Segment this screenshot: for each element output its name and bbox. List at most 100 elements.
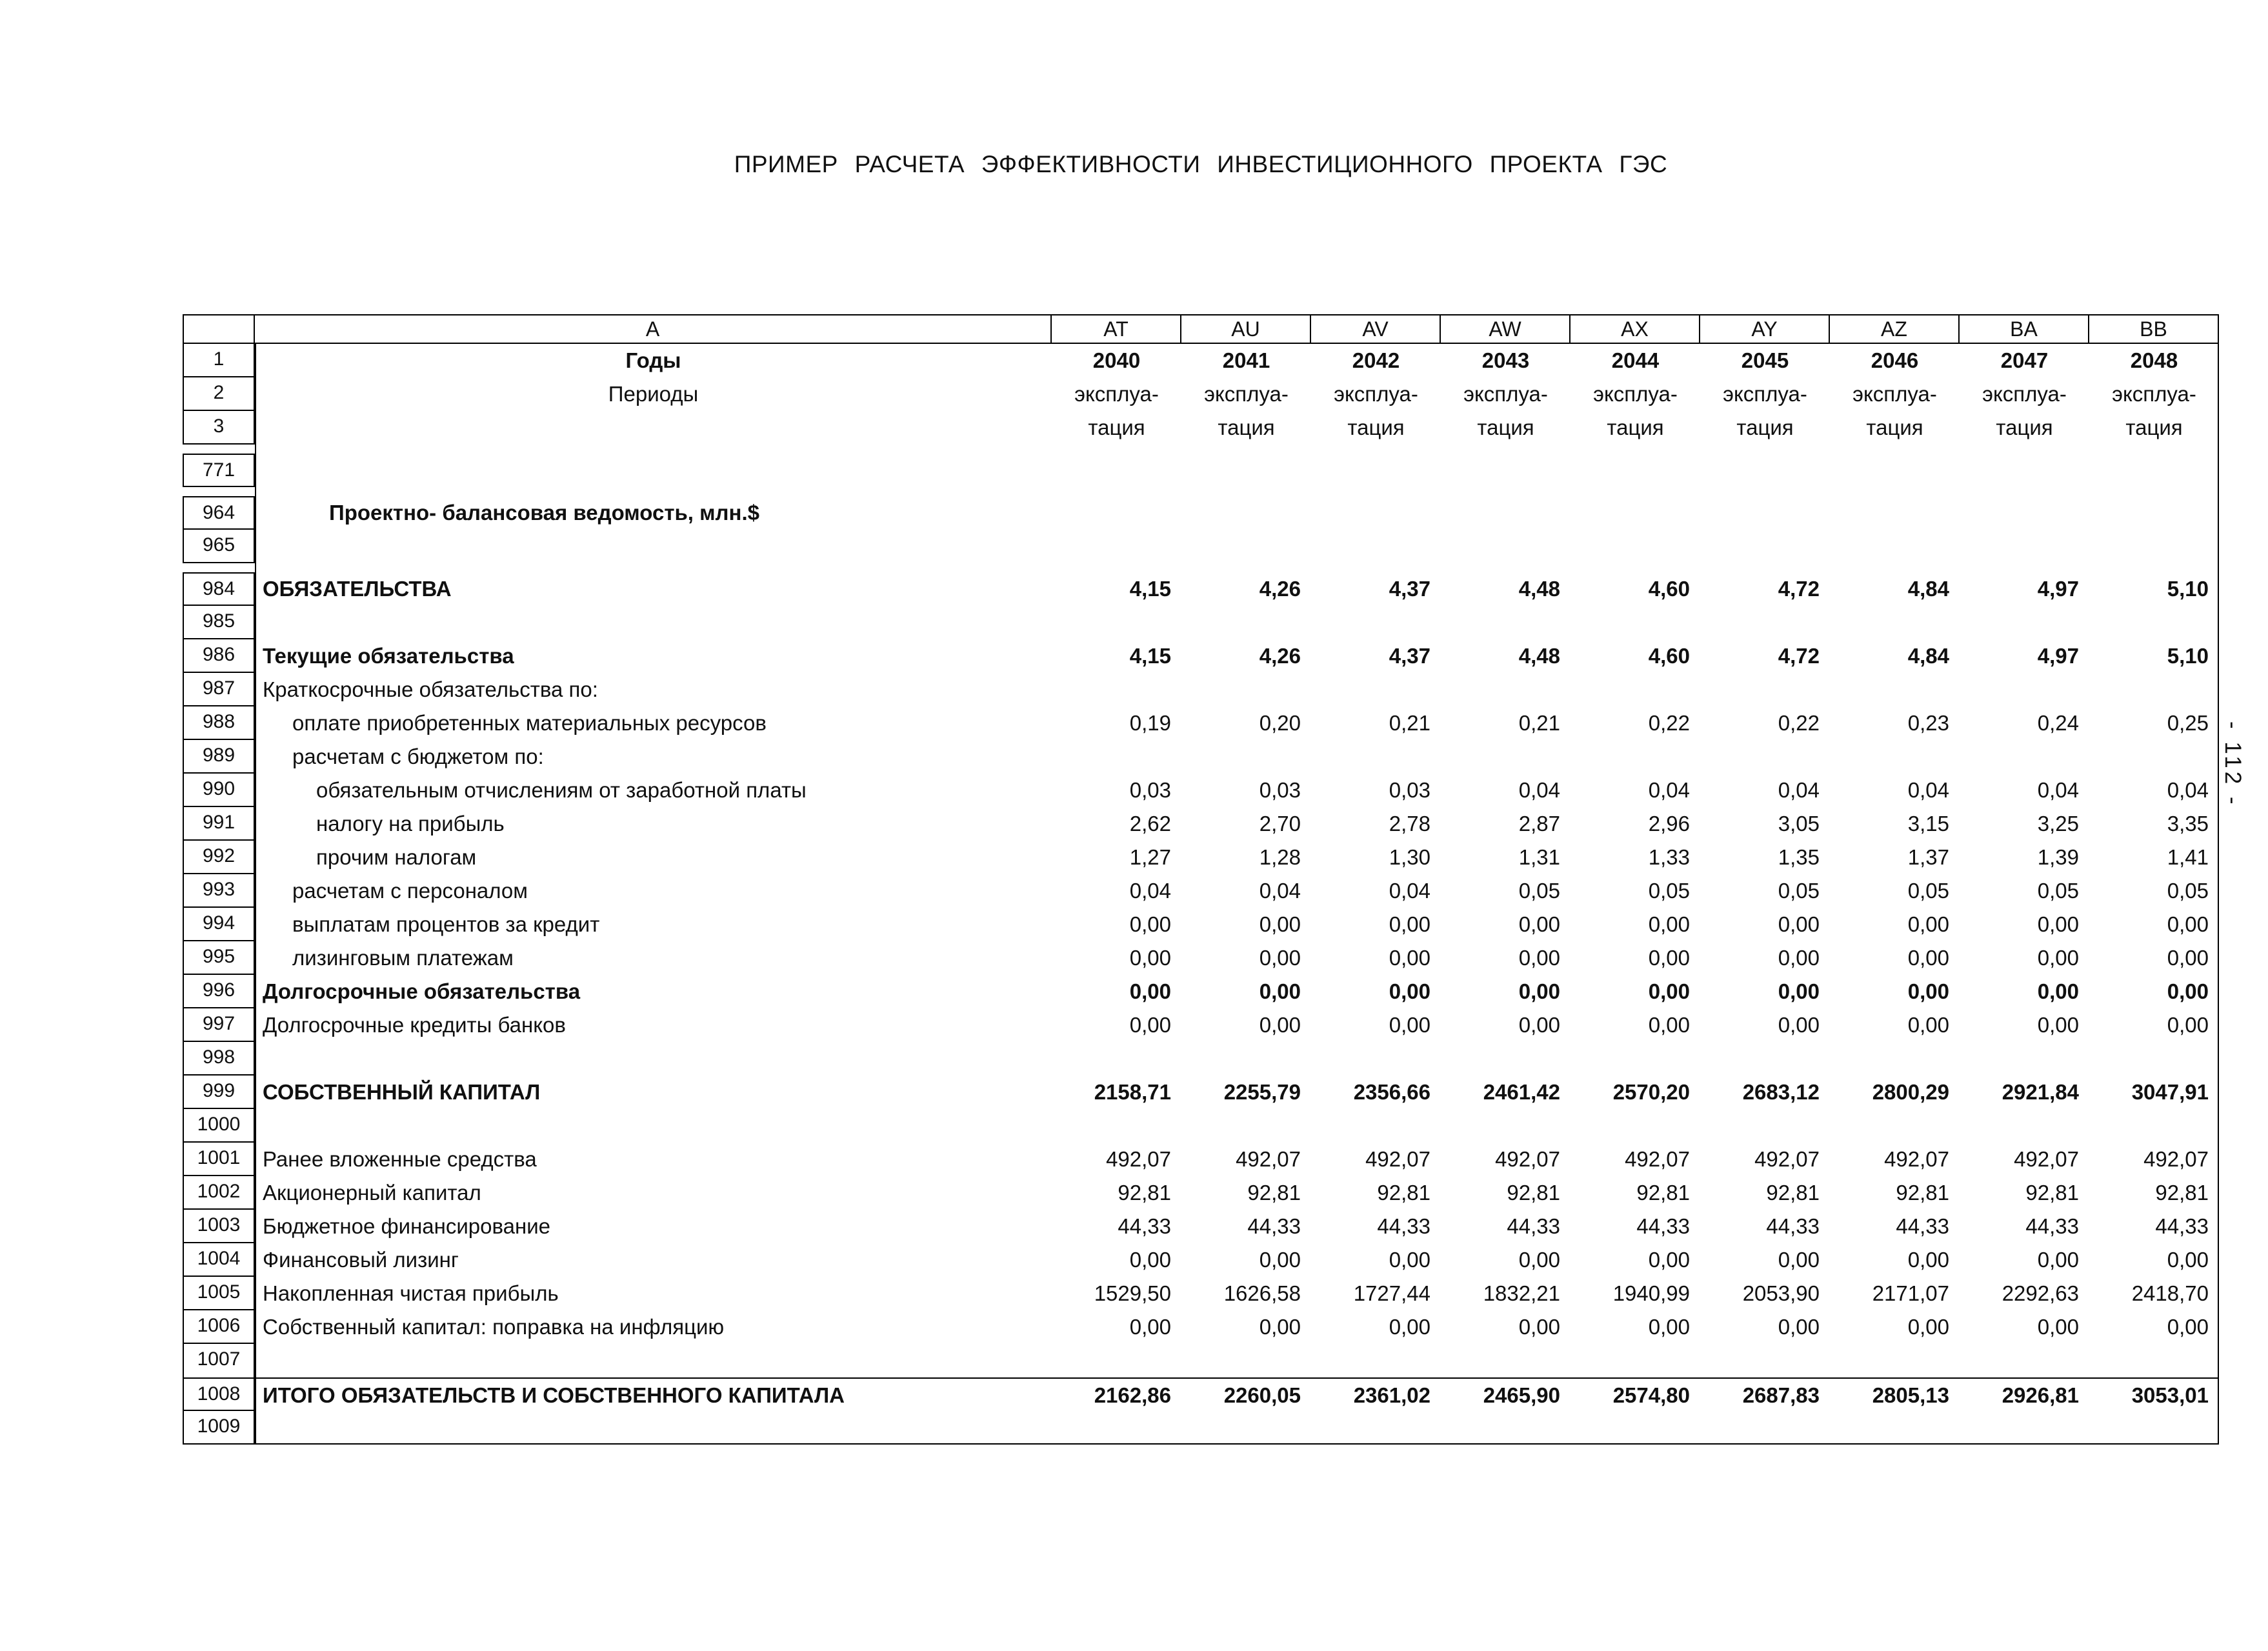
table-bottom-border-line [255,1443,2219,1445]
row-number-771: 771 [183,454,255,487]
cell-BA-994: 0,00 [2037,912,2079,936]
cell-BB-994: 0,00 [2167,912,2209,936]
cell-AZ-1005: 2171,07 [1872,1281,1949,1305]
cell-BA-965 [1960,530,2089,563]
cell-AT-2: эксплуа- [1074,382,1159,406]
cell-BB-1: 2048 [2130,348,2178,372]
cell-BB-1005: 2418,70 [2131,1281,2209,1305]
cell-BB-984: 5,10 [2167,577,2209,601]
cell-AT-771 [1052,454,1181,487]
cell-AX-997: 0,00 [1648,1013,1690,1037]
row-number-1003: 1003 [183,1210,255,1243]
cell-AX-965 [1571,530,1700,563]
column-header-AU: AU [1181,315,1311,343]
cell-AV-1008: 2361,02 [1353,1383,1430,1407]
cell-BA-1008: 2926,81 [2002,1383,2079,1407]
cell-BB-1004: 0,00 [2167,1248,2209,1272]
cell-AX-1004: 0,00 [1648,1248,1690,1272]
cell-AW-1004: 0,00 [1518,1248,1560,1272]
balance-sheet-table: A AT AU AV AW AX AY AZ BA BB 1 Годы 2040 2041 2042 20… [183,314,2219,1445]
table-row-1008: 1008 ИТОГО ОБЯЗАТЕЛЬСТВ И СОБСТВЕННОГО КА… [183,1377,2219,1411]
cell-AV-1006: 0,00 [1389,1315,1430,1339]
cell-AT-984: 4,15 [1129,577,1171,601]
cell-AT-1000 [1052,1109,1181,1143]
cell-BA-2: эксплуа- [1982,382,2067,406]
cell-BB-3: тация [2125,415,2183,439]
cell-BB-771 [2089,454,2219,487]
cell-BA-999: 2921,84 [2002,1080,2079,1104]
cell-AW-989 [1441,740,1571,774]
table-row-986: 986 Текущие обязательства 4,15 4,26 4,37 4,48… [183,639,2219,673]
cell-BB-989 [2089,740,2219,774]
cell-BA-1: 2047 [2000,348,2049,372]
cell-BB-986: 5,10 [2167,644,2209,668]
row-label-1007 [255,1344,1052,1377]
cell-AT-987 [1052,673,1181,706]
cell-BA-1005: 2292,63 [2002,1281,2079,1305]
cell-AX-1002: 92,81 [1636,1181,1690,1205]
cell-AZ-1004: 0,00 [1907,1248,1949,1272]
cell-AX-1003: 44,33 [1636,1214,1690,1238]
cell-AT-1007 [1052,1344,1181,1377]
row-number-1002: 1002 [183,1176,255,1210]
row-label-1004: Финансовый лизинг [263,1248,459,1272]
cell-AY-1003: 44,33 [1766,1214,1820,1238]
cell-BA-1001: 492,07 [2014,1147,2079,1171]
cell-BB-964 [2089,496,2219,530]
row-number-999: 999 [183,1076,255,1109]
cell-AY-985 [1700,606,1830,639]
table-row-1005: 1005 Накопленная чистая прибыль 1529,50 162… [183,1277,2219,1310]
cell-BB-1002: 92,81 [2155,1181,2209,1205]
cell-AZ-991: 3,15 [1907,812,1949,836]
cell-AV-771 [1311,454,1441,487]
cell-AT-994: 0,00 [1129,912,1171,936]
table-row-771: 771 [183,454,2219,487]
cell-AU-998 [1181,1042,1311,1076]
cell-BA-985 [1960,606,2089,639]
table-row-1000: 1000 [183,1109,2219,1143]
cell-AW-965 [1441,530,1571,563]
row-label-1: Годы [625,348,681,372]
cell-AU-995: 0,00 [1259,946,1301,970]
cell-AU-984: 4,26 [1259,577,1301,601]
cell-BB-997: 0,00 [2167,1013,2209,1037]
cell-AV-992: 1,30 [1389,845,1430,869]
row-label-771 [255,454,1052,487]
cell-AW-996: 0,00 [1518,979,1560,1003]
cell-BA-992: 1,39 [2037,845,2079,869]
column-header-BA: BA [1960,315,2089,343]
cell-AY-989 [1700,740,1830,774]
cell-AW-1006: 0,00 [1518,1315,1560,1339]
cell-AX-1008: 2574,80 [1612,1383,1690,1407]
cell-AY-1008: 2687,83 [1742,1383,1820,1407]
cell-AY-964 [1700,496,1830,530]
cell-AY-984: 4,72 [1778,577,1820,601]
cell-AY-992: 1,35 [1778,845,1820,869]
row-number-1000: 1000 [183,1109,255,1143]
cell-AW-991: 2,87 [1518,812,1560,836]
row-number-1004: 1004 [183,1243,255,1277]
cell-AX-1: 2044 [1611,348,1660,372]
cell-AU-997: 0,00 [1259,1013,1301,1037]
cell-AZ-964 [1830,496,1960,530]
row-label-992: прочим налогам [316,845,477,869]
row-label-998 [255,1042,1052,1076]
cell-AU-1002: 92,81 [1247,1181,1301,1205]
cell-AU-1003: 44,33 [1247,1214,1301,1238]
cell-AY-1001: 492,07 [1754,1147,1820,1171]
cell-BB-995: 0,00 [2167,946,2209,970]
cell-BA-993: 0,05 [2037,879,2079,903]
cell-BB-991: 3,35 [2167,812,2209,836]
cell-AT-993: 0,04 [1129,879,1171,903]
cell-AU-1007 [1181,1344,1311,1377]
row-label-990: обязательным отчислениям от заработной п… [316,778,807,802]
cell-AU-987 [1181,673,1311,706]
cell-AT-992: 1,27 [1129,845,1171,869]
cell-AZ-771 [1830,454,1960,487]
cell-AX-964 [1571,496,1700,530]
cell-AY-991: 3,05 [1778,812,1820,836]
cell-AZ-2: эксплуа- [1852,382,1937,406]
cell-AW-998 [1441,1042,1571,1076]
cell-AZ-984: 4,84 [1907,577,1949,601]
